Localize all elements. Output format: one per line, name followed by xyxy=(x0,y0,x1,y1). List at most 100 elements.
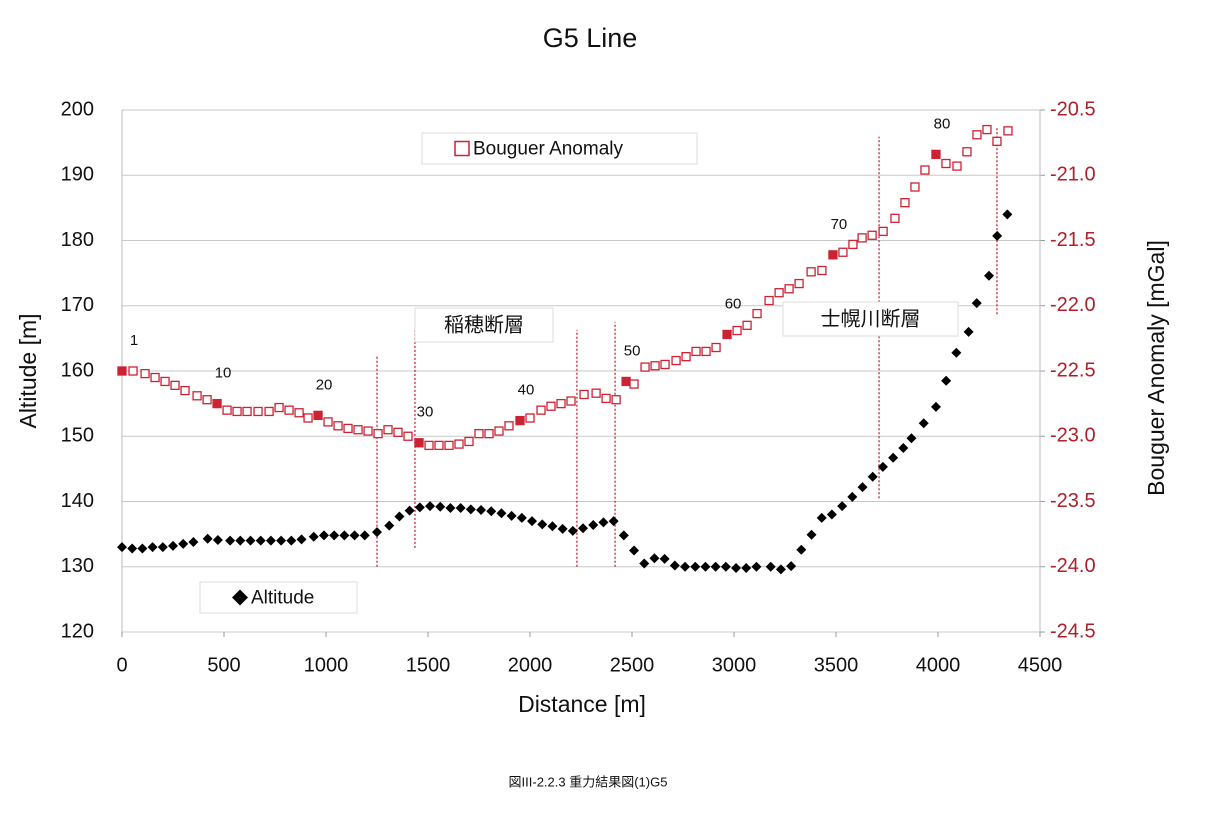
bouguer-point xyxy=(284,405,294,415)
bouguer-point xyxy=(920,165,930,175)
bouguer-point xyxy=(711,342,721,353)
bouguer-point xyxy=(691,346,701,357)
bouguer-point xyxy=(701,346,711,357)
altitude-point xyxy=(265,535,276,546)
bouguer-point xyxy=(140,368,150,379)
altitude-point xyxy=(296,534,307,545)
annotation: 士幌川断層 xyxy=(821,307,921,330)
altitude-point xyxy=(700,561,711,572)
altitude-point xyxy=(786,561,797,572)
bouguer-point xyxy=(952,161,962,171)
bouguer-point xyxy=(150,372,160,383)
altitude-point xyxy=(710,561,721,572)
altitude-point xyxy=(372,527,382,538)
x-tick-label: 0 xyxy=(116,654,127,676)
altitude-point xyxy=(867,471,878,482)
bouguer-point xyxy=(681,351,691,362)
altitude-point xyxy=(816,512,827,523)
y2-tick-label: -24.0 xyxy=(1050,555,1096,577)
altitude-point xyxy=(245,535,256,546)
bouguer-point xyxy=(128,366,138,376)
bouguer-point xyxy=(454,439,464,449)
bouguer-point xyxy=(621,376,631,387)
bouguer-point xyxy=(353,425,363,435)
bouguer-point xyxy=(764,295,774,306)
bouguer-point xyxy=(264,406,274,417)
altitude-point xyxy=(455,503,466,514)
point-number: 60 xyxy=(725,295,742,312)
x-tick-label: 3000 xyxy=(712,654,757,676)
bouguer-point xyxy=(525,413,535,423)
altitude-point xyxy=(608,516,619,527)
bouguer-point xyxy=(232,406,242,417)
legend-label: Altitude xyxy=(251,588,314,609)
bouguer-point xyxy=(566,396,576,406)
y2-tick-label: -24.5 xyxy=(1050,620,1096,642)
bouguer-point xyxy=(170,380,180,391)
altitude-point xyxy=(751,561,762,572)
altitude-point xyxy=(951,347,962,358)
altitude-point xyxy=(918,418,929,429)
bouguer-point xyxy=(838,247,848,257)
bouguer-point xyxy=(671,355,681,366)
bouguer-point xyxy=(579,389,589,400)
altitude-point xyxy=(394,511,405,522)
altitude-point xyxy=(404,505,415,516)
bouguer-point xyxy=(878,226,888,237)
bouguer-point xyxy=(848,239,858,250)
y2-tick-label: -22.5 xyxy=(1050,359,1096,381)
y-tick-label: 150 xyxy=(61,425,94,447)
point-number: 50 xyxy=(624,342,641,359)
altitude-point xyxy=(930,401,941,412)
y-tick-label: 170 xyxy=(61,294,94,316)
altitude-point xyxy=(359,530,370,541)
altitude-point xyxy=(414,502,425,513)
altitude-point xyxy=(618,530,629,541)
altitude-point xyxy=(496,508,507,519)
bouguer-point xyxy=(629,379,639,389)
altitude-point xyxy=(877,461,888,472)
legend-marker xyxy=(232,589,248,606)
altitude-point xyxy=(202,533,213,544)
y-tick-label: 120 xyxy=(61,620,94,642)
bouguer-point xyxy=(931,149,941,160)
annotation: 稲穂断層 xyxy=(444,313,524,336)
bouguer-point xyxy=(294,408,304,418)
altitude-point xyxy=(178,538,189,549)
bouguer-point xyxy=(1003,126,1013,136)
altitude-point xyxy=(598,517,609,528)
altitude-point xyxy=(741,563,752,574)
bouguer-point xyxy=(867,230,877,240)
y-tick-label: 190 xyxy=(61,164,94,186)
bouguer-point xyxy=(274,402,284,413)
altitude-point xyxy=(147,542,158,553)
bouguer-point xyxy=(817,265,827,276)
altitude-point xyxy=(425,501,436,512)
bouguer-point xyxy=(972,130,982,140)
altitude-point xyxy=(286,535,297,546)
bouguer-point xyxy=(504,421,514,431)
bouguer-point xyxy=(828,250,838,260)
altitude-point xyxy=(117,542,127,553)
bouguer-point xyxy=(857,233,867,243)
bouguer-point xyxy=(393,427,403,437)
altitude-point xyxy=(847,491,858,502)
bouguer-point xyxy=(601,393,611,404)
bouguer-point xyxy=(373,428,383,439)
y2-axis-label: Bouguer Anomaly [mGal] xyxy=(1143,240,1169,496)
bouguer-point xyxy=(494,426,504,436)
altitude-point xyxy=(435,501,446,512)
altitude-point xyxy=(984,270,994,281)
altitude-point xyxy=(629,545,640,556)
altitude-point xyxy=(339,530,350,541)
point-number: 70 xyxy=(831,216,848,233)
bouguer-point xyxy=(536,405,546,415)
annotation-box xyxy=(414,307,554,343)
altitude-point xyxy=(971,298,982,309)
bouguer-point xyxy=(806,267,816,277)
x-tick-label: 4500 xyxy=(1018,654,1063,676)
y2-tick-label: -23.5 xyxy=(1050,490,1096,512)
x-tick-label: 1000 xyxy=(304,654,349,676)
altitude-point xyxy=(765,561,776,572)
y-tick-label: 180 xyxy=(61,229,94,251)
